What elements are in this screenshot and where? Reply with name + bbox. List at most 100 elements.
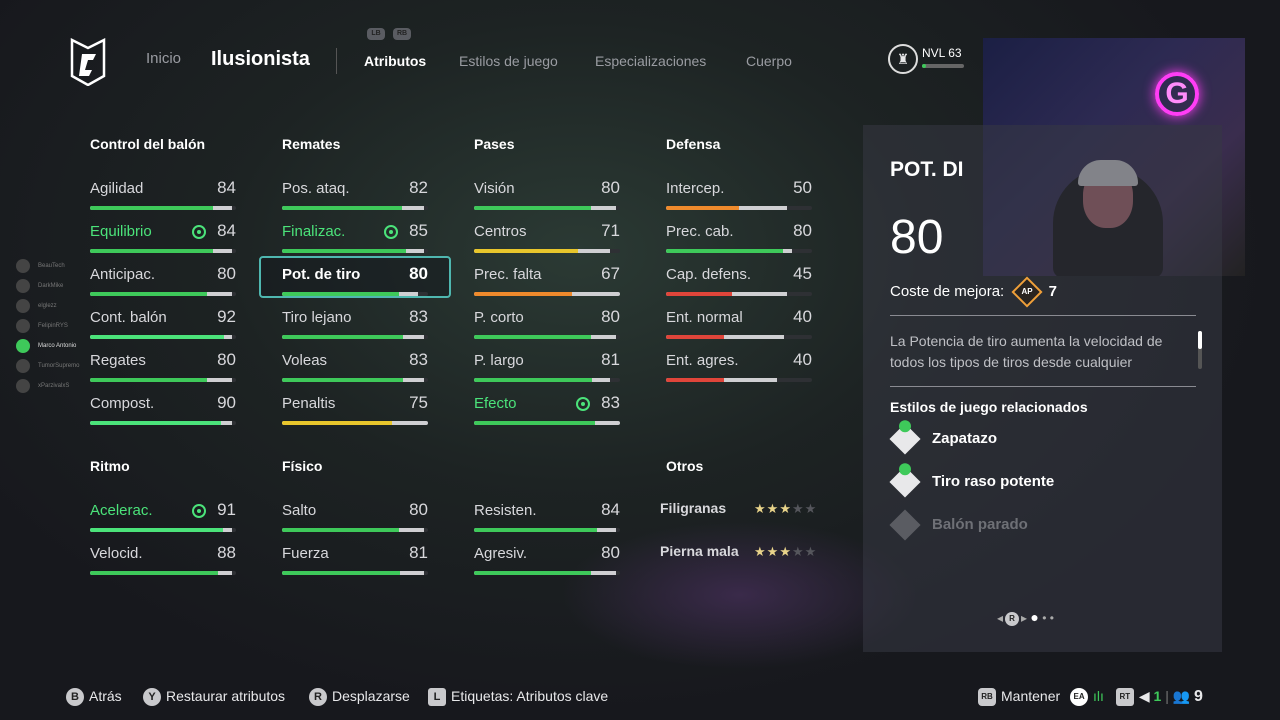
attribute-bar [474, 335, 620, 339]
attribute-value: 80 [601, 307, 620, 326]
attribute-label: Equilibrio [90, 223, 152, 240]
tab-cuerpo[interactable]: Cuerpo [746, 53, 792, 69]
lb-button-icon[interactable]: LB [367, 28, 385, 40]
attribute-value: 50 [793, 178, 812, 197]
attribute-row[interactable]: Compost. 90 [90, 393, 236, 435]
attribute-bar [90, 249, 236, 253]
attribute-row[interactable]: Pot. de tiro 80 [282, 264, 428, 306]
attribute-row[interactable]: Ent. normal 40 [666, 307, 812, 349]
attribute-row[interactable]: Cap. defens. 45 [666, 264, 812, 306]
tags-action[interactable]: L Etiquetas: Atributos clave [428, 688, 608, 707]
level-progress [922, 64, 964, 68]
rb-button-icon[interactable]: RB [393, 28, 411, 40]
detail-value: 80 [890, 211, 944, 264]
attribute-row[interactable]: Penaltis 75 [282, 393, 428, 435]
tab-especializaciones[interactable]: Especializaciones [595, 53, 707, 69]
attribute-row[interactable]: Velocid. 88 [90, 543, 236, 585]
attribute-row[interactable]: Agresiv. 80 [474, 543, 620, 585]
friend-item[interactable]: BeauTech [16, 256, 79, 276]
attribute-label: Penaltis [282, 395, 336, 412]
attribute-bar-fill [474, 206, 591, 210]
page-indicator[interactable]: ◂ R ▸ ● • • [997, 609, 1054, 626]
attribute-bar-fill [666, 335, 725, 339]
attribute-row[interactable]: Tiro lejano 83 [282, 307, 428, 349]
attribute-row[interactable]: Cont. balón 92 [90, 307, 236, 349]
back-action[interactable]: B Atrás [66, 688, 122, 707]
ap-icon: AP [1011, 276, 1043, 308]
upgrade-cost: Coste de mejora: AP 7 [890, 276, 1057, 308]
attribute-row[interactable]: Ent. agres. 40 [666, 350, 812, 392]
attribute-value: 82 [409, 178, 428, 197]
attribute-row[interactable]: Prec. falta 67 [474, 264, 620, 306]
attribute-value: 80 [601, 543, 620, 562]
attribute-row[interactable]: Agilidad 84 [90, 178, 236, 220]
attribute-row[interactable]: Finalizac. 85 [282, 221, 428, 263]
attribute-label: Visión [474, 180, 515, 197]
upgrade-cost-value: 7 [1048, 282, 1057, 300]
attribute-row[interactable]: Acelerac. 91 [90, 500, 236, 542]
attribute-row[interactable]: Anticipac. 80 [90, 264, 236, 306]
attribute-value: 81 [409, 543, 428, 562]
count-party: 9 [1194, 688, 1203, 705]
friend-name: FelipinRYS [38, 323, 68, 329]
attribute-row[interactable]: Resisten. 84 [474, 500, 620, 542]
hold-action[interactable]: RB Mantener EA ılı RT ◀ 1 | 👥 9 [978, 688, 1203, 707]
attribute-row[interactable]: P. corto 80 [474, 307, 620, 349]
attribute-bar [90, 378, 236, 382]
attribute-bar-fill [474, 421, 596, 425]
attribute-row[interactable]: Voleas 83 [282, 350, 428, 392]
friend-avatar [16, 359, 30, 373]
attribute-value: 75 [409, 393, 428, 412]
attribute-bar-fill [666, 249, 783, 253]
friend-item[interactable]: Marco Antonio [16, 336, 79, 356]
friend-item[interactable]: xParzivalxS [16, 376, 79, 396]
attribute-bar-fill [282, 249, 407, 253]
attribute-value: 91 [217, 500, 236, 519]
star-icon: ★ [804, 501, 818, 516]
tab-atributos[interactable]: Atributos [364, 53, 427, 69]
related-playstyle[interactable]: Tiro raso potente [889, 463, 1054, 498]
related-playstyle[interactable]: Zapatazo [889, 420, 997, 455]
attribute-row[interactable]: P. largo 81 [474, 350, 620, 392]
attribute-label: Resisten. [474, 502, 537, 519]
attribute-row[interactable]: Visión 80 [474, 178, 620, 220]
attribute-row[interactable]: Fuerza 81 [282, 543, 428, 585]
attribute-bar [282, 249, 428, 253]
attribute-label: Efecto [474, 395, 517, 412]
rt-icon: RT [1115, 688, 1134, 707]
party-icon: 👥 [1172, 688, 1191, 704]
playstyle-icon [889, 509, 921, 541]
friend-avatar [16, 259, 30, 273]
nav-home[interactable]: Inicio [146, 50, 182, 67]
friend-item[interactable]: elglezz [16, 296, 79, 316]
check-icon [899, 420, 911, 433]
attribute-bar-fill [666, 292, 732, 296]
description-scrollbar[interactable] [1198, 331, 1202, 369]
attribute-row[interactable]: Centros 71 [474, 221, 620, 263]
attribute-row[interactable]: Prec. cab. 80 [666, 221, 812, 263]
attribute-row[interactable]: Equilibrio 84 [90, 221, 236, 263]
attribute-row[interactable]: Efecto 83 [474, 393, 620, 435]
related-playstyle[interactable]: Balón parado [889, 509, 1028, 541]
friend-item[interactable]: DarkMike [16, 276, 79, 296]
attribute-bar-fill [90, 421, 222, 425]
attribute-bar-fill [282, 378, 404, 382]
friend-item[interactable]: TumorSupremo [16, 356, 79, 376]
attribute-value: 80 [409, 264, 428, 283]
attribute-label: Agresiv. [474, 545, 528, 562]
attribute-bar [666, 378, 812, 382]
tab-estilos-de-juego[interactable]: Estilos de juego [459, 53, 558, 69]
attribute-row[interactable]: Regates 80 [90, 350, 236, 392]
attribute-bar-fill [90, 292, 207, 296]
friend-avatar [16, 299, 30, 313]
scroll-action[interactable]: R Desplazarse [309, 688, 410, 707]
attribute-bar [90, 206, 236, 210]
reset-attributes-action[interactable]: Y Restaurar atributos [143, 688, 285, 707]
attribute-row[interactable]: Salto 80 [282, 500, 428, 542]
attribute-label: Centros [474, 223, 527, 240]
selected-attribute-highlight [259, 256, 451, 298]
attribute-bar [90, 571, 236, 575]
attribute-row[interactable]: Pos. ataq. 82 [282, 178, 428, 220]
attribute-row[interactable]: Intercep. 50 [666, 178, 812, 220]
friend-item[interactable]: FelipinRYS [16, 316, 79, 336]
